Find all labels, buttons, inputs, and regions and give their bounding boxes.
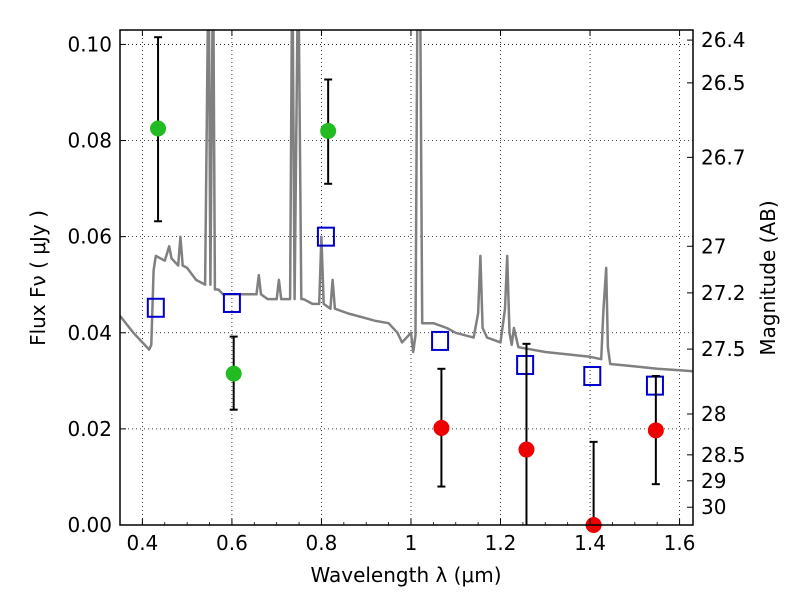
model-photometry-square <box>516 354 535 375</box>
x-tick-label: 1.6 <box>664 531 696 555</box>
ticks: 0.4 0.6 0.8 1 1.2 1.4 1.6 0.00 0.02 0.04 0.06 0.08 0… <box>67 28 745 555</box>
model-photometry-square <box>431 330 450 351</box>
observed-flux-point <box>150 120 167 137</box>
model-photometry-square <box>316 226 335 247</box>
y-tick-label: 0.00 <box>67 513 112 537</box>
x-axis-label: Wavelength λ (μm) <box>310 563 501 587</box>
y2-tick-label: 27.2 <box>701 281 746 305</box>
x-tick-label: 0.6 <box>216 531 248 555</box>
y-tick-label: 0.10 <box>67 32 112 56</box>
model-photometry-square <box>222 292 241 313</box>
y2-tick-label: 29 <box>701 469 726 493</box>
observed-flux-point <box>433 419 450 436</box>
y2-tick-label: 26.5 <box>701 71 746 95</box>
model-photometry-square <box>583 366 602 387</box>
y-tick-label: 0.06 <box>67 225 112 249</box>
y2-tick-label: 26.7 <box>701 145 746 169</box>
plot-frame <box>119 29 694 526</box>
x-tick-label: 1.2 <box>485 531 517 555</box>
markers <box>146 36 664 533</box>
x-tick-label: 0.8 <box>306 531 338 555</box>
y2-tick-label: 28.5 <box>701 443 746 467</box>
observed-flux-point <box>225 365 242 382</box>
y2-tick-label: 27 <box>701 234 726 258</box>
observed-flux-point <box>518 441 535 458</box>
y2-tick-label: 30 <box>701 495 726 519</box>
y2-tick-label: 28 <box>701 402 726 426</box>
y2-tick-label: 27.5 <box>701 337 746 361</box>
x-tick-label: 1.4 <box>574 531 606 555</box>
y2-tick-label: 26.4 <box>701 28 746 52</box>
plot-area <box>120 30 693 373</box>
x-tick-label: 0.4 <box>126 531 158 555</box>
y-axis-label: Flux Fν ( μJy ) <box>26 210 50 346</box>
observed-flux-point <box>647 422 664 439</box>
observed-flux-point <box>320 122 337 139</box>
x-tick-label: 1 <box>405 531 418 555</box>
model-spectrum-line <box>120 30 693 373</box>
y2-axis-label: Magnitude (AB) <box>756 200 780 355</box>
y-tick-label: 0.08 <box>67 129 112 153</box>
y-tick-label: 0.02 <box>67 417 112 441</box>
model-photometry-square <box>146 297 165 318</box>
y-tick-label: 0.04 <box>67 321 112 345</box>
